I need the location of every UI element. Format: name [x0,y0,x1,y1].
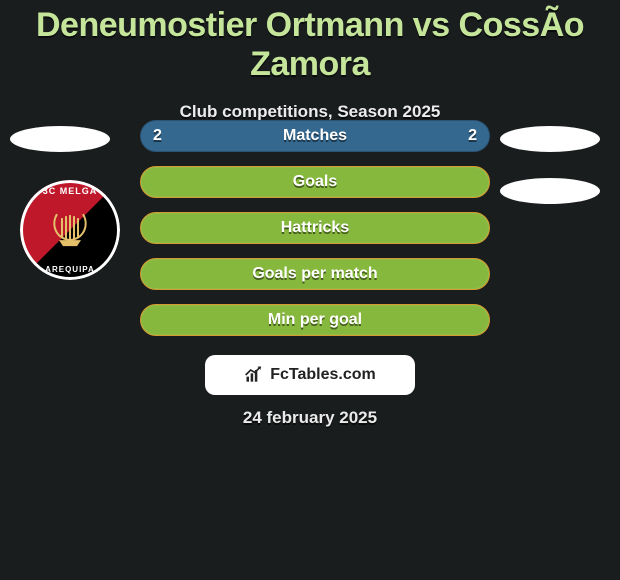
player-right-ellipse-2 [500,178,600,204]
stat-value-left: 2 [153,127,162,145]
comparison-date: 24 february 2025 [0,408,620,428]
watermark-text: FcTables.com [270,366,376,384]
stat-label: Matches [283,127,347,145]
stat-bar-min-per-goal: Min per goal [140,304,490,336]
badge-top-text: 3C MELGA [20,186,120,196]
page-subtitle: Club competitions, Season 2025 [0,102,620,122]
stat-label: Min per goal [268,311,362,329]
badge-bottom-text: AREQUIPA [20,265,120,274]
comparison-card: Deneumostier Ortmann vs CossÃ­o Zamora C… [0,0,620,580]
watermark-pill[interactable]: FcTables.com [205,355,415,395]
stat-value-right: 2 [468,127,477,145]
stat-label: Hattricks [281,219,349,237]
chart-icon [244,365,264,385]
stat-label: Goals per match [252,265,377,283]
player-right-ellipse [500,126,600,152]
page-title: Deneumostier Ortmann vs CossÃ­o Zamora [0,6,620,84]
stats-bars: 2 Matches 2 Goals Hattricks Goals per ma… [140,120,490,350]
player-left-ellipse [10,126,110,152]
stat-label: Goals [293,173,337,191]
stat-bar-hattricks: Hattricks [140,212,490,244]
stat-bar-goals: Goals [140,166,490,198]
club-badge-left: 3C MELGA AREQUIPA [20,180,120,280]
lyre-icon [47,206,93,252]
stat-bar-matches: 2 Matches 2 [140,120,490,152]
stat-bar-goals-per-match: Goals per match [140,258,490,290]
